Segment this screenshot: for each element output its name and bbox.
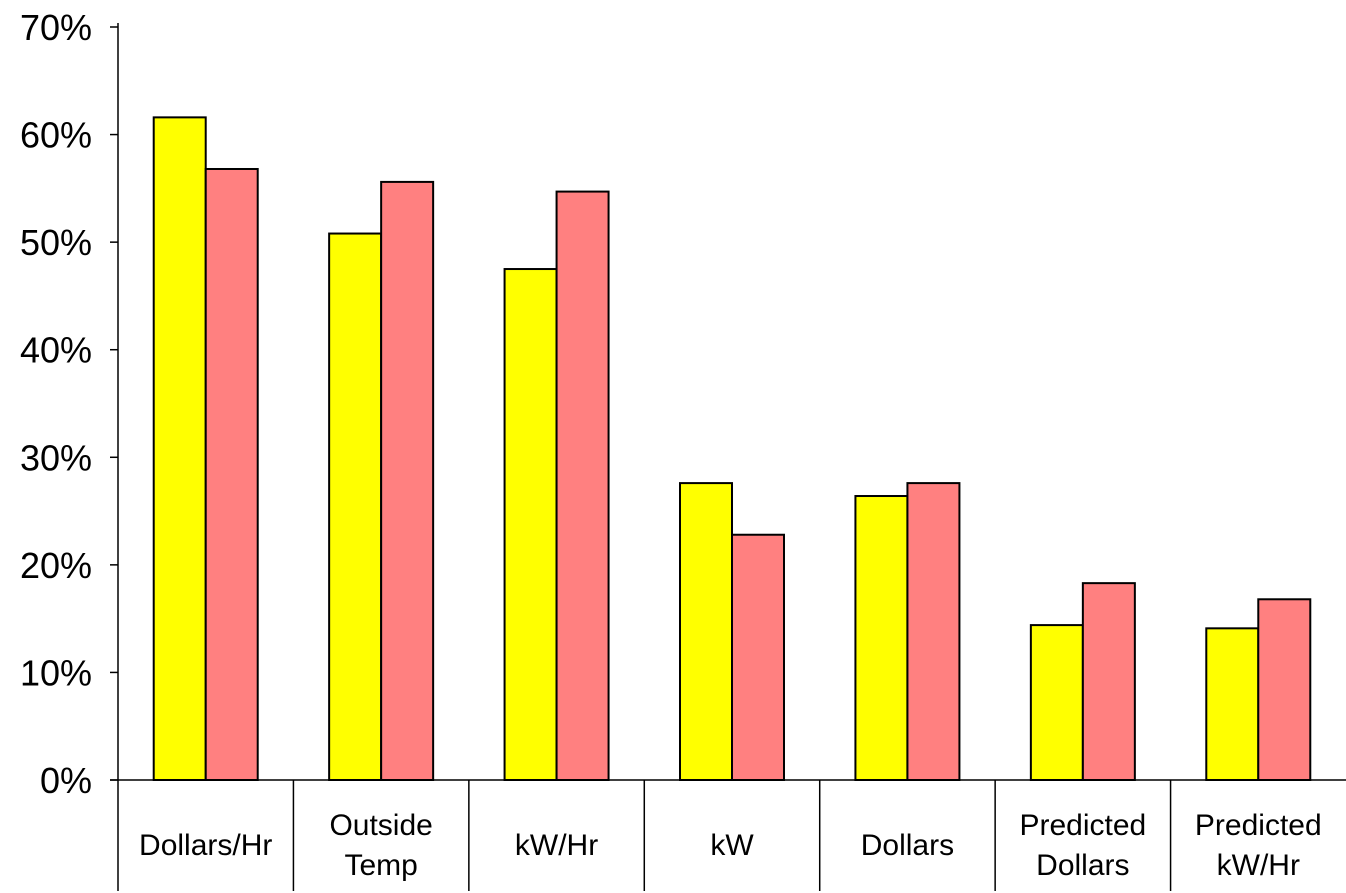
bar-s2-2	[381, 182, 433, 780]
category-label-4-1: kW	[710, 829, 754, 862]
y-tick-label-6: 60%	[20, 115, 92, 156]
bar-s2-6	[1083, 583, 1135, 780]
y-tick-label-7: 70%	[20, 7, 92, 48]
category-label-7-1: Predicted	[1195, 809, 1322, 842]
bar-s2-5	[907, 483, 959, 780]
bar-s2-4	[732, 535, 784, 780]
category-label-5-1: Dollars	[861, 829, 954, 862]
y-tick-label-3: 30%	[20, 437, 92, 478]
bar-s1-6	[1031, 625, 1083, 780]
category-label-6-1: Predicted	[1019, 809, 1146, 842]
y-tick-label-0: 0%	[40, 760, 92, 801]
y-tick-label-5: 50%	[20, 222, 92, 263]
bar-s2-3	[557, 192, 609, 780]
bar-s1-3	[505, 269, 557, 780]
bar-s1-1	[154, 117, 206, 780]
y-tick-label-2: 20%	[20, 545, 92, 586]
bar-s1-4	[680, 483, 732, 780]
category-label-7-2: kW/Hr	[1217, 849, 1300, 882]
category-label-1-1: Dollars/Hr	[139, 829, 272, 862]
bar-s1-2	[329, 234, 381, 780]
bar-s2-1	[206, 169, 258, 780]
bars-layer	[154, 117, 1311, 780]
bar-s1-7	[1206, 628, 1258, 780]
y-tick-label-1: 10%	[20, 652, 92, 693]
bar-s2-7	[1258, 599, 1310, 780]
category-label-3-1: kW/Hr	[515, 829, 598, 862]
category-label-2-2: Temp	[344, 849, 417, 882]
y-tick-label-4: 40%	[20, 330, 92, 371]
category-label-2-1: Outside	[329, 809, 432, 842]
bar-s1-5	[855, 496, 907, 780]
category-label-6-2: Dollars	[1036, 849, 1129, 882]
